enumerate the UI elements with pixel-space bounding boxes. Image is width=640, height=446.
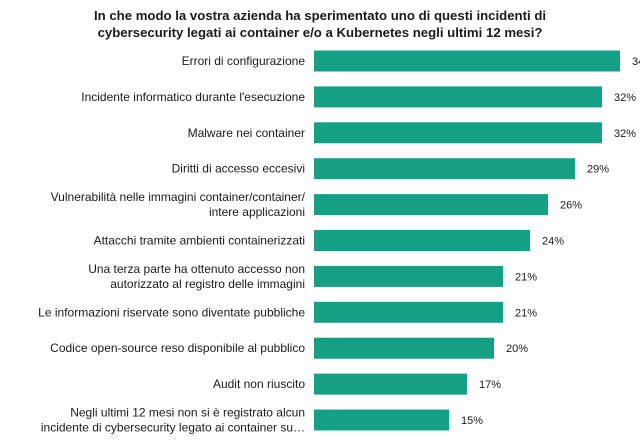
category-label: Una terza parte ha ottenuto accesso non (88, 262, 305, 276)
bar (314, 373, 467, 395)
bar (314, 230, 530, 251)
value-label: 20% (506, 343, 528, 355)
category-label: intere applicazioni (209, 205, 305, 219)
bar (314, 265, 503, 287)
bar (314, 194, 548, 216)
value-label: 34% (632, 56, 640, 68)
value-label: 15% (461, 415, 483, 427)
value-label: 26% (560, 200, 582, 212)
bars (314, 50, 620, 431)
category-label: Attacchi tramite ambienti containerizzat… (94, 234, 305, 248)
category-label: Errori di configurazione (182, 54, 306, 68)
category-label: Malware nei container (188, 126, 305, 140)
bar (314, 122, 602, 144)
category-label: Diritti di accesso eccesivi (172, 162, 305, 176)
category-label: incidente di cybersecurity legato ai con… (41, 421, 305, 435)
category-label: Incidente informatico durante l'esecuzio… (81, 90, 305, 104)
value-labels: 34% 32% 32% 29% 26% 24% 21% 21% 20% 17% 15% (461, 56, 640, 427)
category-label: Codice open-source reso disponibile al p… (50, 341, 305, 355)
category-label: Audit non riuscito (213, 377, 305, 391)
value-label: 29% (587, 164, 609, 176)
chart-title-line: In che modo la vostra azienda ha sperime… (94, 8, 546, 23)
bar (314, 337, 494, 359)
bar (314, 86, 602, 108)
bar (314, 301, 503, 323)
category-label: Le informazioni riservate sono diventate… (38, 305, 305, 319)
value-label: 17% (479, 379, 501, 391)
category-labels: Errori di configurazione Incidente inform… (38, 54, 305, 435)
bar (314, 50, 620, 72)
chart-title-line: cybersecurity legati ai container e/o a … (98, 25, 543, 40)
value-label: 21% (515, 307, 537, 319)
category-label: Vulnerabilità nelle immagini container/c… (51, 190, 306, 204)
category-label: Negli ultimi 12 mesi non si è registrato… (70, 406, 305, 420)
value-label: 24% (542, 236, 564, 248)
value-label: 21% (515, 271, 537, 283)
bar (314, 409, 449, 431)
chart-title: In che modo la vostra azienda ha sperime… (94, 8, 546, 40)
value-label: 32% (614, 92, 636, 104)
value-label: 32% (614, 128, 636, 140)
category-label: autorizzato al registro delle immagini (110, 277, 305, 291)
bar (314, 158, 575, 180)
